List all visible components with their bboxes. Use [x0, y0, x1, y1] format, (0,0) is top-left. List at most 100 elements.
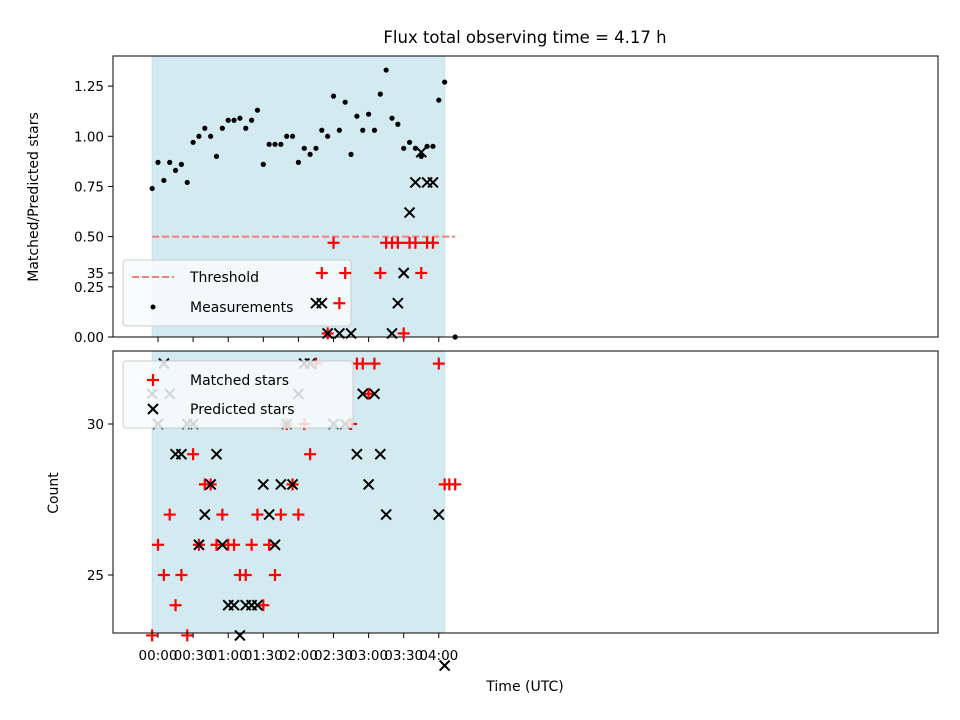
matched-star-marker: [397, 327, 410, 340]
matched-star-marker: [146, 629, 159, 642]
measurement-point: [430, 143, 436, 149]
measurement-point: [371, 127, 378, 133]
predicted-star-marker: [269, 539, 281, 551]
chart-title: Flux total observing time = 4.17 h: [383, 28, 666, 47]
measurement-point: [418, 153, 424, 159]
measurement-point: [161, 177, 167, 184]
measurement-point: [289, 133, 296, 139]
matched-star-marker: [239, 569, 252, 581]
measurement-point: [342, 99, 348, 105]
measurement-point: [436, 97, 442, 103]
measurement-point: [167, 159, 173, 165]
matched-star-marker: [391, 236, 404, 249]
bottom-legend-box: [122, 360, 354, 429]
matched-star-marker: [432, 357, 445, 370]
measurement-point: [325, 133, 331, 139]
measurement-point: [172, 167, 179, 174]
predicted-star-marker: [321, 327, 334, 340]
predicted-star-marker: [397, 267, 410, 279]
measurement-point: [155, 159, 161, 165]
bottom-y-axis-label: Count: [46, 472, 62, 514]
measurement-point: [377, 91, 383, 97]
matched-star-marker: [327, 236, 340, 249]
measurement-point: [383, 67, 389, 73]
measurement-point: [231, 117, 237, 123]
measurement-point: [319, 127, 325, 133]
predicted-star-marker: [316, 297, 328, 309]
measurement-point: [442, 79, 448, 85]
matched-star-marker: [315, 267, 328, 279]
matched-star-marker: [449, 478, 462, 491]
top-measurement-points: [149, 67, 458, 340]
matched-star-marker: [245, 538, 258, 551]
legend-measurements-swatch: [150, 304, 156, 310]
predicted-star-marker: [216, 539, 229, 551]
matched-star-marker: [304, 448, 317, 461]
measurement-point: [225, 117, 231, 123]
matched-star-marker: [257, 599, 270, 612]
bottom-axes-frame: [112, 350, 939, 634]
x-tick-label: 03:30: [384, 648, 423, 664]
measurement-point: [284, 133, 290, 139]
measurement-point: [307, 151, 313, 157]
matched-star-marker: [374, 267, 387, 279]
measurement-point: [389, 115, 395, 121]
predicted-star-marker: [433, 508, 445, 521]
matched-star-marker: [409, 236, 422, 249]
x-tick-label: 01:00: [209, 648, 248, 664]
matched-star-marker: [368, 357, 381, 370]
matched-star-marker: [339, 267, 352, 279]
measurement-point: [196, 133, 202, 139]
measurement-point: [260, 161, 266, 167]
matched-star-marker: [274, 508, 287, 521]
y-tick-label: 1.00: [74, 129, 104, 145]
top-x-ticks: [157, 337, 440, 342]
measurement-point: [178, 161, 184, 167]
matched-star-marker: [175, 569, 188, 581]
measurement-point: [272, 141, 278, 147]
measurement-point: [366, 111, 372, 117]
y-tick-label: 0.50: [74, 230, 104, 246]
x-tick-label: 01:30: [244, 648, 283, 664]
predicted-star-marker: [368, 388, 381, 400]
predicted-star-marker: [251, 599, 264, 611]
measurement-point: [395, 121, 401, 127]
measurement-point: [190, 139, 196, 145]
predicted-star-marker: [234, 629, 246, 642]
matched-star-marker: [292, 508, 305, 521]
top-legend-box: [122, 259, 352, 327]
x-tick-label: 04:00: [419, 648, 458, 664]
measurement-point: [330, 93, 337, 99]
legend-predicted-label: Predicted stars: [190, 402, 295, 418]
legend-threshold-label: Threshold: [189, 270, 259, 286]
predicted-star-marker: [427, 176, 439, 189]
measurement-point: [360, 127, 366, 133]
measurement-point: [149, 185, 155, 192]
matched-star-marker: [210, 538, 223, 551]
matched-star-marker: [216, 508, 229, 521]
matched-star-marker: [228, 538, 241, 551]
top-axes-frame: [112, 55, 939, 338]
predicted-star-marker: [415, 146, 427, 158]
matched-star-marker: [157, 569, 170, 581]
measurement-point: [295, 159, 301, 165]
predicted-star-marker: [286, 478, 299, 491]
measurement-point: [336, 127, 342, 133]
measurement-point: [254, 107, 261, 113]
predicted-star-marker: [199, 508, 211, 521]
y-tick-label: 0.00: [74, 330, 104, 346]
measurement-point: [237, 115, 243, 121]
measurement-point: [184, 179, 190, 186]
legend-predicted-swatch: [147, 403, 159, 415]
measurement-point: [243, 125, 249, 131]
bottom-x-axis-label: Time (UTC): [485, 679, 563, 695]
predicted-star-marker: [362, 478, 375, 491]
matched-star-marker: [152, 538, 164, 551]
top-legend: Threshold Measurements: [122, 259, 352, 327]
measurement-point: [354, 113, 360, 119]
measurement-point: [401, 145, 407, 151]
x-tick-label: 03:00: [349, 648, 388, 664]
predicted-star-marker: [386, 327, 398, 340]
predicted-star-marker: [193, 539, 205, 551]
predicted-star-marker: [392, 297, 404, 309]
